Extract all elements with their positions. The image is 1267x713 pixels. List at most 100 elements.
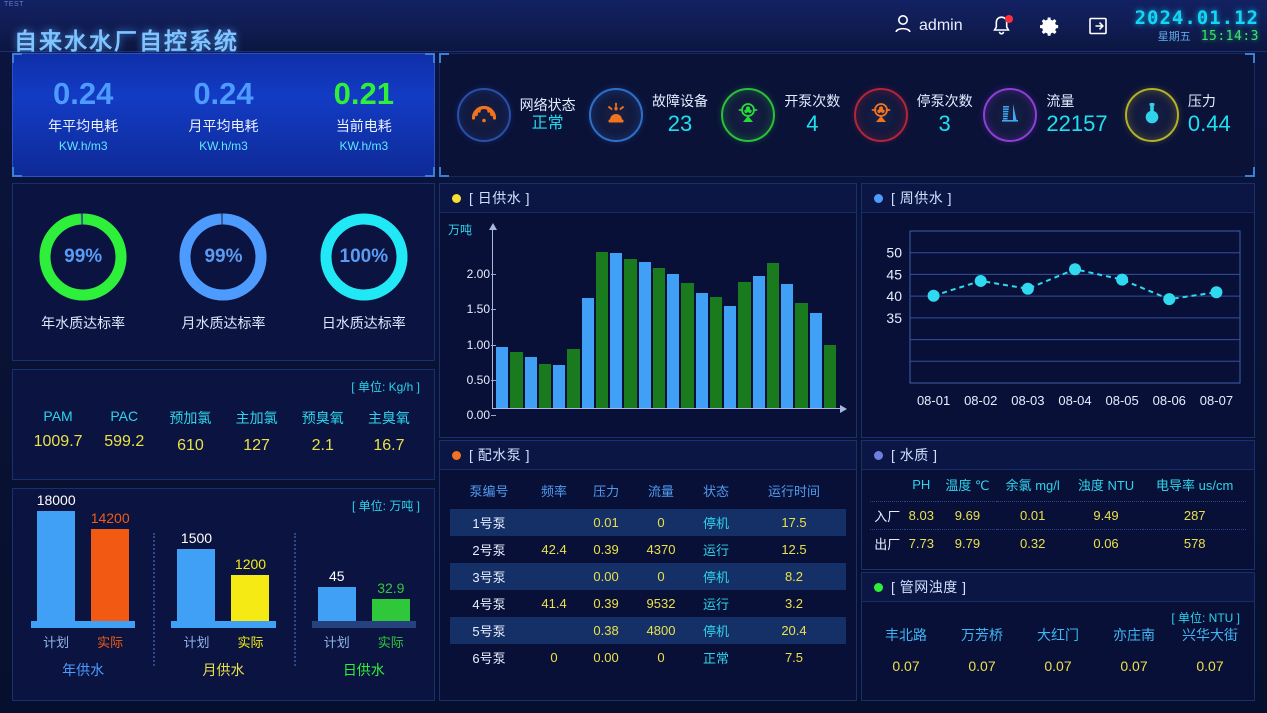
gear-icon[interactable]: [1038, 15, 1061, 38]
energy-kpi-value: 0.21: [333, 75, 394, 111]
energy-kpi-item: 0.24 年平均电耗 KW.h/m3: [13, 75, 153, 153]
bell-icon[interactable]: [991, 15, 1013, 37]
pump-cell: [528, 617, 581, 644]
pump-table-row[interactable]: 4号泵 41.4 0.39 9532 运行 3.2: [450, 590, 846, 617]
turbidity-item: 丰北路 0.07: [868, 625, 944, 674]
pump-table-row[interactable]: 3号泵 0.00 0 停机 8.2: [450, 563, 846, 590]
weekly-y-tick: 40: [886, 288, 902, 304]
pump-table-body: 1号泵 0.01 0 停机 17.5 2号泵 42.4 0.39 4370 运行 12.5 3号泵 0.…: [450, 509, 846, 671]
energy-kpi-list: 0.24 年平均电耗 KW.h/m3 0.24 月平均电耗 KW.h/m3 0.21 当前电耗…: [13, 54, 434, 176]
pump-column-header: 流量: [648, 484, 675, 499]
supply-bar-value: 32.9: [377, 580, 405, 596]
header-right-group: admin 2024.01.12 星期五 15:14:3: [894, 0, 1267, 52]
supply-baseline: [31, 621, 136, 628]
supply-unit-label: [ 单位: 万吨 ]: [351, 499, 420, 513]
pump-column-header: 频率: [541, 484, 568, 499]
daily-y-axis-line: [489, 223, 497, 409]
clock-date: 2024.01.12: [1134, 6, 1259, 29]
supply-bar-fill: [91, 529, 130, 621]
pump-table-row[interactable]: 2号泵 42.4 0.39 4370 运行 12.5: [450, 536, 846, 563]
pump-table-header-row: 泵编号 频率 压力 流量 状态 运行时间: [450, 477, 846, 509]
status-text: 流量 22157: [1046, 93, 1107, 136]
user-menu[interactable]: admin: [894, 14, 963, 39]
pump-cell: 0.38: [580, 617, 633, 644]
supply-bar-fill: [177, 549, 216, 621]
gauge-item: 99% 月水质达标率: [177, 211, 269, 333]
status-item: 压力 0.44: [1112, 88, 1244, 142]
turbidity-site-name: 丰北路: [885, 627, 927, 643]
pump-cell: [528, 509, 581, 536]
wq-cell: 578: [1143, 529, 1246, 558]
energy-kpi-label: 年平均电耗: [48, 118, 119, 135]
status-text: 故障设备 23: [652, 93, 708, 136]
turbidity-value: 0.07: [1196, 658, 1224, 674]
clock-weekday: 星期五: [1157, 30, 1191, 43]
weekly-x-tick: 08-06: [1153, 393, 1186, 408]
bullet-icon: [874, 450, 883, 460]
status-value: 4: [806, 111, 819, 137]
status-text: 开泵次数 4: [784, 93, 840, 136]
pump-column-header: 泵编号: [469, 484, 509, 499]
status-item: 停泵次数 3: [847, 88, 979, 142]
supply-bars: 1500 1200: [153, 505, 293, 621]
daily-bar: [496, 346, 509, 408]
daily-bar: [624, 258, 637, 408]
daily-supply-chart-panel: [ 日供水 ] 万吨 0.00 0.50 1.00 1.50 2.00: [439, 183, 857, 438]
wq-cell: 0.32: [996, 529, 1069, 558]
supply-bar-plan: 45: [317, 568, 356, 621]
wq-cell: 8.03: [904, 501, 939, 530]
dosing-item: 主加氯 127: [224, 408, 290, 455]
daily-bar: [667, 273, 680, 408]
gauge-ring: 99%: [37, 211, 129, 303]
turbidity-header: [ 管网浊度 ]: [862, 573, 1254, 602]
pump-cell: 正常: [702, 651, 729, 666]
gauge-label: 日水质达标率: [321, 315, 406, 331]
status-item: 网络状态 正常: [450, 88, 582, 142]
pump-table-wrapper: 泵编号 频率 压力 流量 状态 运行时间 1号泵 0.01 0 停机 17.5 2号泵 42.4 0.3…: [450, 477, 846, 671]
status-strip-panel: 网络状态 正常 故障设备 23 开泵次数 4 停泵次数 3 流量 22157 压力 0.44: [439, 53, 1255, 177]
pump-header: [ 配水泵 ]: [440, 441, 856, 470]
pump-cell: 1号泵: [450, 509, 529, 536]
pump-table-row[interactable]: 5号泵 0.38 4800 停机 20.4: [450, 617, 846, 644]
turbidity-item: 万芳桥 0.07: [944, 625, 1020, 674]
gauge-label: 月水质达标率: [181, 315, 266, 331]
supply-bar-value: 1200: [234, 556, 267, 572]
energy-kpi-panel: 0.24 年平均电耗 KW.h/m3 0.24 月平均电耗 KW.h/m3 0.21 当前电耗…: [12, 53, 435, 177]
supply-group: 18000 14200 计划 实际 年供水: [13, 492, 153, 700]
user-name: admin: [919, 17, 963, 34]
gauge-ring: 99%: [177, 211, 269, 303]
wq-cell: 9.79: [938, 529, 997, 558]
status-value: 正常: [531, 114, 564, 132]
gauge-item: 99% 年水质达标率: [37, 211, 129, 333]
pump-column-header: 状态: [702, 484, 729, 499]
pump-cell: 5号泵: [450, 617, 529, 644]
daily-bar: [510, 351, 523, 408]
daily-bar: [553, 365, 566, 408]
pump-cell: 0: [632, 563, 690, 590]
status-label: 开泵次数: [784, 93, 841, 110]
pump-table-row[interactable]: 6号泵 0 0.00 0 正常 7.5: [450, 644, 846, 671]
pump-cell: 停机: [689, 509, 742, 536]
daily-y-axis-unit: 万吨: [448, 223, 473, 237]
water-quality-table: PH 温度 ℃ 余氯 mg/l 浊度 NTU 电导率 us/cm 入厂 8.03 9.69 0…: [870, 475, 1246, 558]
daily-y-tick: 0.50: [466, 372, 497, 387]
pump-cell: 0: [657, 650, 665, 665]
logout-icon[interactable]: [1087, 16, 1109, 36]
supply-group-list: 18000 14200 计划 实际 年供水 1500 1200 计划 实际 月供水 45 32.9 计划…: [13, 492, 434, 700]
weekly-supply-chart-panel: [ 周供水 ] 50 45 40 35 08-01 08-02 08-03 08-04 08-0…: [861, 183, 1255, 438]
daily-bar: [610, 253, 623, 408]
supply-group: 1500 1200 计划 实际 月供水: [153, 505, 293, 700]
pump-cell: 6号泵: [472, 651, 506, 666]
pump-table-row[interactable]: 1号泵 0.01 0 停机 17.5: [450, 509, 846, 536]
supply-bar-label-actual: 实际: [97, 635, 124, 650]
pump-title: [ 配水泵 ]: [469, 447, 531, 463]
pump-table: 泵编号 频率 压力 流量 状态 运行时间 1号泵 0.01 0 停机 17.5 2号泵 42.4 0.3…: [450, 477, 846, 671]
water-quality-title: [ 水质 ]: [891, 447, 938, 463]
status-item-list: 网络状态 正常 故障设备 23 开泵次数 4 停泵次数 3 流量 22157 压力 0.44: [440, 54, 1254, 176]
supply-bars: 45 32.9: [294, 505, 434, 621]
pump-cell: 0: [550, 650, 558, 665]
energy-kpi-value: 0.24: [52, 75, 114, 111]
wq-cell: 9.49: [1068, 501, 1144, 530]
daily-bar: [809, 312, 822, 408]
turbidity-unit-label: [ 单位: NTU ]: [1171, 611, 1240, 625]
